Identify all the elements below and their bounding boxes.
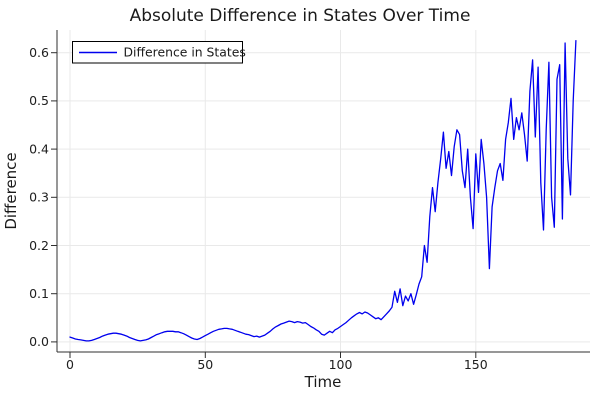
y-tick-label: 0.5 <box>29 93 49 108</box>
series-line-difference-in-states <box>69 39 577 342</box>
x-tick-label: 0 <box>66 357 74 372</box>
axis-tick-labels: 0 50 100 150 0.0 0.1 0.2 0.3 0.4 0.5 0.6 <box>29 45 488 372</box>
x-tick-label: 50 <box>197 357 213 372</box>
y-tick-label: 0.6 <box>29 45 49 60</box>
x-tick-label: 100 <box>329 357 353 372</box>
legend-box <box>72 41 243 64</box>
x-tick-label: 150 <box>464 357 488 372</box>
x-axis-label: Time <box>304 373 342 391</box>
chart-title: Absolute Difference in States Over Time <box>130 6 471 26</box>
y-tick-label: 0.3 <box>29 190 49 205</box>
y-tick-label: 0.0 <box>29 334 49 349</box>
y-axis-label: Difference <box>2 152 20 229</box>
y-tick-label: 0.2 <box>29 238 49 253</box>
y-tick-label: 0.1 <box>29 286 49 301</box>
gridlines <box>57 30 590 352</box>
legend: Difference in States <box>72 41 246 64</box>
legend-label: Difference in States <box>124 45 246 60</box>
axis-spines <box>56 30 590 353</box>
axis-ticks <box>51 52 477 358</box>
y-tick-label: 0.4 <box>29 141 49 156</box>
